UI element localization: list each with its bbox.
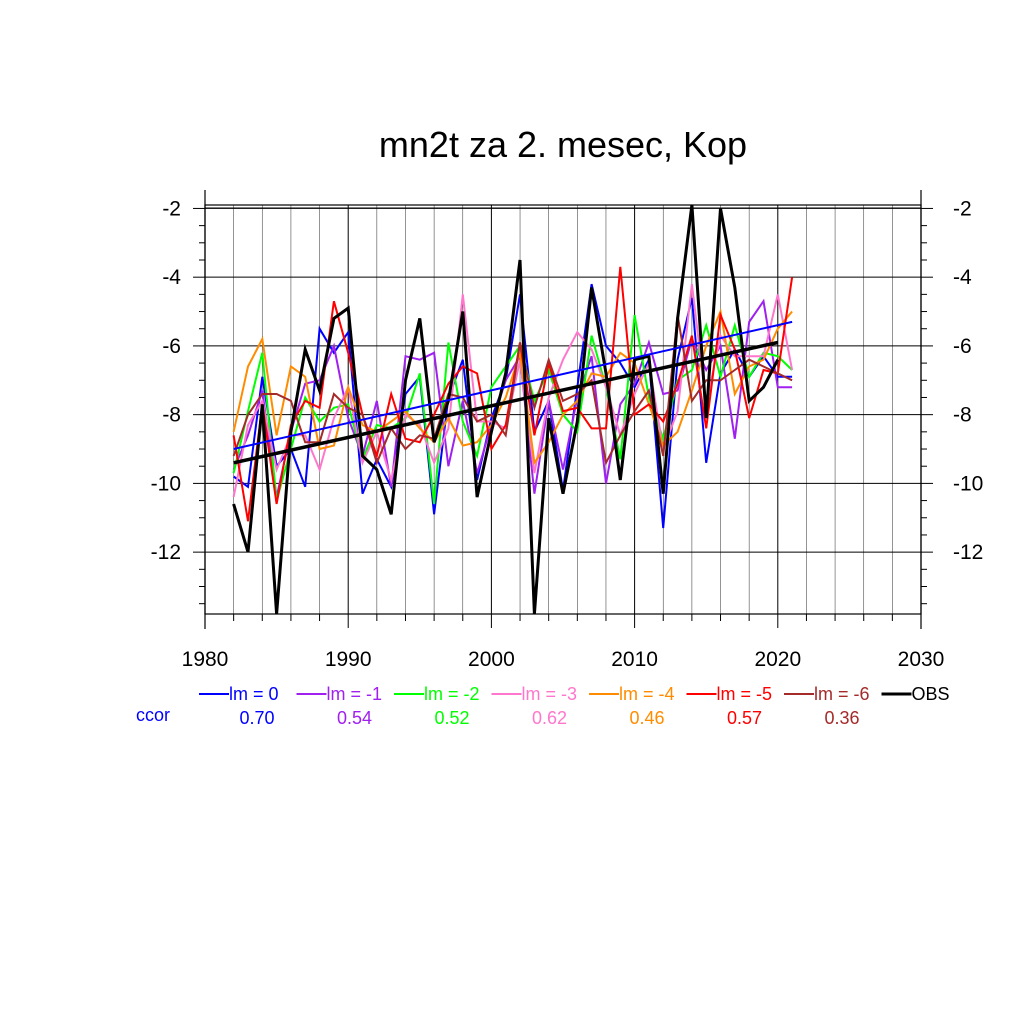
y-tick-label-left: -6 xyxy=(162,335,181,358)
x-tick-label: 2030 xyxy=(898,648,945,671)
chart-title: mn2t za 2. mesec, Kop xyxy=(379,124,747,165)
ccor-value: 0.57 xyxy=(727,708,762,728)
y-tick-label-right: -4 xyxy=(953,266,972,289)
x-tick-label: 2010 xyxy=(611,648,658,671)
x-tick-label: 2020 xyxy=(754,648,801,671)
ccor-value: 0.70 xyxy=(239,708,274,728)
ccor-value: 0.46 xyxy=(629,708,664,728)
series-line-lm4 xyxy=(232,307,793,466)
ccor-value: 0.62 xyxy=(532,708,567,728)
trend-line-obs xyxy=(233,340,779,465)
legend-label: lm = -6 xyxy=(814,684,870,704)
legend-label: lm = -1 xyxy=(327,684,383,704)
legend-label: lm = -2 xyxy=(424,684,480,704)
legend-label: lm = 0 xyxy=(229,684,279,704)
ccor-value: 0.54 xyxy=(337,708,372,728)
series-lines xyxy=(232,204,794,615)
y-tick-label-right: -12 xyxy=(953,541,983,564)
plot-frame xyxy=(204,190,922,629)
legend-label: lm = -4 xyxy=(619,684,675,704)
series-line-lm6 xyxy=(232,314,793,466)
ccor-value: 0.36 xyxy=(824,708,859,728)
y-tick-label-right: -6 xyxy=(953,335,972,358)
legend-label: lm = -3 xyxy=(522,684,578,704)
x-tick-label: 1990 xyxy=(325,648,372,671)
y-tick-label-right: -8 xyxy=(953,404,972,427)
legend: lm = 0 0.70 lm = -1 0.54 lm = -2 0.52 lm = -3 0… xyxy=(136,684,950,728)
series-line-obs xyxy=(232,204,780,615)
axes: -2 -2 -4 -4 -6 -6 -8 -8 -10 -10 -12 -12 1980 1990 2000… xyxy=(151,197,984,671)
y-tick-label-left: -12 xyxy=(151,541,181,564)
ccor-value: 0.52 xyxy=(434,708,469,728)
y-tick-label-left: -10 xyxy=(151,472,181,495)
y-tick-label-right: -2 xyxy=(953,197,972,220)
y-tick-label-left: -4 xyxy=(162,266,181,289)
series-line-lm1 xyxy=(232,298,793,498)
y-tick-label-left: -2 xyxy=(162,197,181,220)
x-tick-label: 1980 xyxy=(182,648,229,671)
legend-label: lm = -5 xyxy=(717,684,773,704)
legend-label: OBS xyxy=(912,684,950,704)
y-tick-label-left: -8 xyxy=(162,404,181,427)
ccor-label: ccor xyxy=(136,705,170,725)
x-tick-label: 2000 xyxy=(468,648,515,671)
trend-line-lm0 xyxy=(233,320,793,451)
y-tick-label-right: -10 xyxy=(953,472,983,495)
